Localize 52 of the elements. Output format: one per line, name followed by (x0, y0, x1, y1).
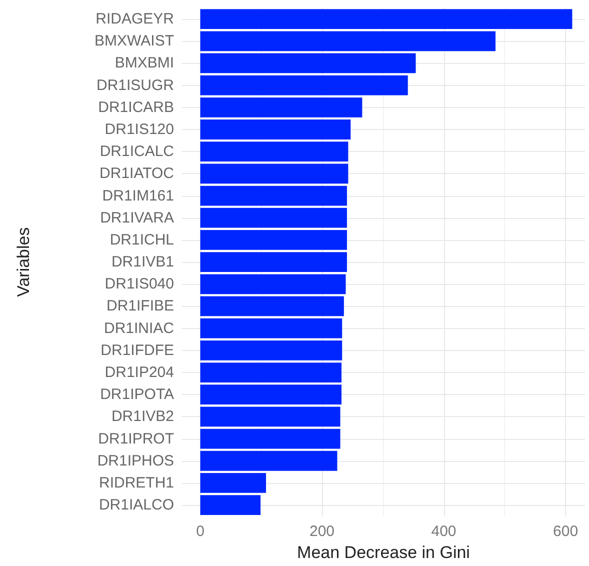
x-tick-label: 600 (553, 523, 578, 540)
y-tick-label: DR1IVARA (100, 209, 174, 226)
bar (200, 274, 346, 294)
y-tick-label: DR1ICARB (98, 98, 174, 116)
bar (200, 296, 344, 316)
bar (200, 120, 351, 140)
y-tick-label: DR1IVB1 (111, 254, 174, 271)
y-tick-label: DR1IALCO (98, 496, 174, 514)
y-axis-title: Variables (14, 227, 33, 297)
y-tick-label: DR1IS040 (104, 276, 174, 293)
y-tick-label: RIDAGEYR (96, 10, 174, 28)
y-tick-label: DR1IPOTA (100, 386, 174, 404)
y-tick-label: DR1IFDFE (100, 342, 174, 359)
y-tick-label: BMXBMI (114, 54, 174, 72)
bar (200, 142, 348, 162)
bar (200, 450, 338, 471)
bar (200, 473, 266, 493)
bar (200, 164, 348, 184)
bar (200, 428, 340, 449)
bar (200, 252, 347, 272)
bar (200, 9, 572, 29)
bar (200, 384, 342, 405)
x-axis-title: Mean Decrease in Gini (297, 543, 470, 562)
y-tick-label: DR1IPHOS (97, 452, 174, 470)
y-tick-label: BMXWAIST (94, 32, 174, 50)
y-tick-label: DR1IPROT (98, 430, 174, 448)
y-tick-label: DR1IS120 (104, 121, 174, 138)
y-tick-label: DR1IM161 (102, 187, 174, 204)
y-tick-label: DR1INIAC (104, 320, 174, 337)
bar (200, 97, 362, 118)
bar (200, 340, 342, 360)
bar (200, 318, 342, 338)
x-tick-label: 0 (196, 523, 204, 540)
y-tick-label: DR1IFIBE (106, 298, 174, 315)
y-tick-label: DR1IVB2 (111, 408, 174, 426)
y-tick-label: DR1ICHL (110, 231, 174, 248)
bar (200, 186, 347, 206)
bar (200, 495, 261, 515)
y-tick-label: DR1IATOC (100, 165, 174, 182)
y-tick-label: DR1IP204 (104, 364, 174, 382)
bar (200, 208, 347, 228)
bar (200, 230, 347, 250)
y-tick-label: DR1ISUGR (96, 76, 174, 94)
y-tick-label: RIDRETH1 (98, 474, 174, 492)
y-tick-label: DR1ICALC (100, 143, 174, 160)
bar (200, 53, 416, 74)
bar (200, 406, 340, 427)
x-tick-label: 400 (431, 523, 456, 540)
bar (200, 31, 496, 52)
bar (200, 75, 408, 96)
x-tick-label: 200 (310, 523, 335, 540)
bar (200, 362, 342, 382)
